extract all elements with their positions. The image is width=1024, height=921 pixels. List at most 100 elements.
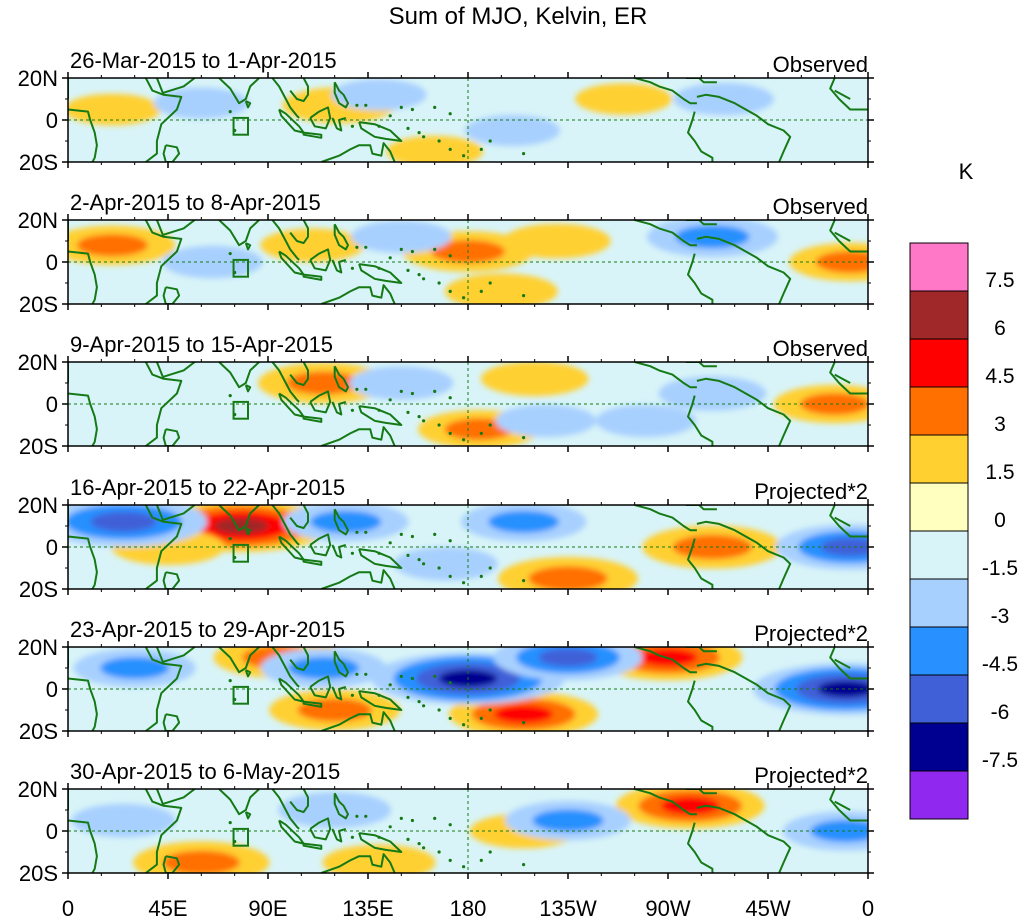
island [462, 296, 466, 300]
panel-type-label: Observed [773, 52, 868, 77]
anomaly-contour [503, 223, 611, 259]
island [437, 708, 441, 712]
island [437, 850, 441, 854]
island [388, 114, 392, 118]
coastline [144, 362, 164, 380]
coastline [145, 789, 183, 873]
coastline [829, 505, 868, 538]
anomaly-contour [658, 376, 767, 411]
panel: 23-Apr-2015 to 29-Apr-2015 Projected*2 20N… [18, 617, 874, 744]
coastline [289, 505, 309, 530]
island [228, 679, 232, 683]
island [422, 277, 426, 281]
coastline [320, 284, 396, 304]
anomaly-contour [76, 234, 148, 257]
island [377, 266, 381, 270]
anomaly-contour [153, 87, 249, 119]
island [437, 423, 441, 427]
island [479, 289, 483, 293]
coastline [320, 426, 396, 446]
island [355, 814, 359, 818]
island [422, 135, 426, 139]
island [422, 704, 426, 708]
coastline [162, 286, 181, 304]
island [417, 131, 421, 135]
panel-field [68, 362, 868, 446]
island [479, 574, 483, 579]
coastline [685, 362, 717, 368]
island [448, 539, 452, 543]
colorbar-swatch [909, 770, 969, 820]
coastline [358, 832, 403, 853]
coastline [829, 220, 868, 253]
panel-period-label: 26-Mar-2015 to 1-Apr-2015 [70, 48, 337, 73]
x-tick-label: 0 [862, 896, 874, 921]
anomaly-contour [815, 251, 868, 273]
colorbar-tick-label: 0 [994, 509, 1006, 532]
anomaly-contour [595, 404, 696, 438]
island [417, 415, 421, 419]
island [448, 147, 452, 151]
coastline [634, 78, 697, 105]
coastline [687, 538, 714, 589]
anomaly-contour [297, 698, 372, 722]
coastline [834, 231, 851, 242]
coastline [244, 669, 252, 678]
anomaly-layer [68, 505, 868, 589]
coastline [309, 817, 332, 841]
coastline [302, 842, 323, 850]
island [355, 245, 359, 249]
reference-box [232, 116, 250, 136]
coastline [331, 827, 347, 843]
y-tick-label: 0 [46, 108, 58, 133]
island [417, 700, 421, 704]
colorbar-tick-label: 3 [994, 413, 1006, 436]
coastline [244, 100, 252, 109]
x-tick-label: 45E [148, 896, 187, 921]
reference-box [232, 400, 250, 420]
island [388, 683, 392, 687]
coastlines [68, 220, 868, 304]
island [522, 721, 526, 725]
island [364, 672, 368, 676]
island [364, 245, 368, 249]
coastline [144, 647, 164, 665]
island [406, 837, 410, 842]
island [364, 530, 368, 534]
reference-box [232, 685, 250, 705]
coastline [271, 647, 300, 688]
island [479, 147, 483, 151]
coastline [309, 390, 332, 414]
coastline [144, 220, 164, 238]
anomaly-contour [260, 228, 365, 262]
coastline [271, 362, 300, 403]
island [422, 562, 426, 566]
coastlines [68, 362, 868, 446]
coastline [162, 144, 181, 162]
panel-field [68, 78, 868, 162]
x-tick-label: 135W [539, 896, 597, 921]
panel-field [68, 220, 868, 304]
x-tick-label: 0 [62, 896, 74, 921]
panel: 26-Mar-2015 to 1-Apr-2015 Observed 20N 0 20S [18, 48, 874, 175]
island [377, 835, 381, 839]
panel-period-label: 9-Apr-2015 to 15-Apr-2015 [70, 332, 333, 357]
anomaly-contour [444, 273, 558, 304]
coastline [309, 248, 332, 272]
coastline [331, 116, 347, 132]
island [388, 256, 392, 260]
coastline [145, 362, 183, 446]
colorbar-tick-label: -3 [991, 605, 1010, 628]
y-tick-label: 20N [18, 777, 58, 802]
y-tick-label: 20S [19, 434, 58, 459]
island [377, 693, 381, 697]
colorbar-swatch [909, 578, 969, 628]
colorbar-swatch [909, 530, 969, 580]
anomaly-contour [532, 809, 604, 832]
island [437, 566, 441, 570]
coastline [687, 680, 714, 731]
coastline [289, 220, 309, 245]
island [433, 532, 437, 537]
x-tick-label: 90W [645, 896, 690, 921]
panel: 2-Apr-2015 to 8-Apr-2015 Observed 20N 0 20S [18, 190, 874, 317]
